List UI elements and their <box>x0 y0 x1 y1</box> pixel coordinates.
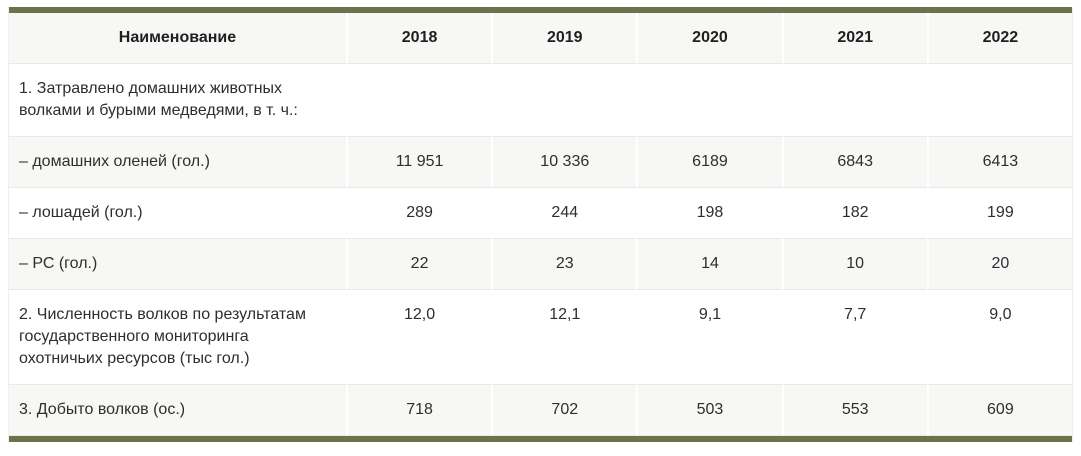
top-accent-bar <box>9 7 1072 13</box>
row-label-cell: – лошадей (гол.) <box>9 188 346 239</box>
row-label-cell: 1. Затравлено домашних животных волками … <box>9 64 346 137</box>
row-label-cell: – РС (гол.) <box>9 239 346 290</box>
year-column-header-2019: 2019 <box>491 13 637 64</box>
value-cell: 12,0 <box>345 290 492 385</box>
table-row: 2. Численность волков по результатам гос… <box>9 290 1072 385</box>
value-cell: 7,7 <box>781 290 927 385</box>
bottom-accent-bar <box>9 436 1072 442</box>
year-column-header-2021: 2021 <box>781 13 927 64</box>
value-cell: 20 <box>926 239 1072 290</box>
value-cell: 6189 <box>636 137 782 188</box>
table-row: – домашних оленей (гол.) 11 951 10 336 6… <box>9 137 1072 188</box>
row-label-cell: 3. Добыто волков (ос.) <box>9 385 346 436</box>
year-column-header-2022: 2022 <box>926 13 1072 64</box>
name-column-header: Наименование <box>9 13 346 64</box>
value-cell <box>926 64 1072 137</box>
row-label-cell: 2. Численность волков по результатам гос… <box>9 290 346 385</box>
value-cell: 11 951 <box>345 137 492 188</box>
value-cell: 9,1 <box>636 290 782 385</box>
value-cell: 198 <box>636 188 782 239</box>
value-cell: 10 <box>781 239 927 290</box>
table-row: 3. Добыто волков (ос.) 718 702 503 553 6… <box>9 385 1072 436</box>
table-body: 1. Затравлено домашних животных волками … <box>9 64 1072 436</box>
value-cell: 553 <box>781 385 927 436</box>
table-row: – РС (гол.) 22 23 14 10 20 <box>9 239 1072 290</box>
value-cell <box>781 64 927 137</box>
value-cell <box>491 64 637 137</box>
table-row: – лошадей (гол.) 289 244 198 182 199 <box>9 188 1072 239</box>
value-cell: 12,1 <box>491 290 637 385</box>
row-label-cell: – домашних оленей (гол.) <box>9 137 346 188</box>
header-row: Наименование 2018 2019 2020 2021 2022 <box>9 13 1072 64</box>
value-cell: 6413 <box>926 137 1072 188</box>
value-cell: 182 <box>781 188 927 239</box>
value-cell: 718 <box>345 385 492 436</box>
value-cell: 199 <box>926 188 1072 239</box>
table-row: 1. Затравлено домашних животных волками … <box>9 64 1072 137</box>
value-cell: 503 <box>636 385 782 436</box>
wolf-statistics-table: Наименование 2018 2019 2020 2021 2022 1.… <box>9 13 1072 436</box>
value-cell: 244 <box>491 188 637 239</box>
value-cell: 14 <box>636 239 782 290</box>
value-cell: 9,0 <box>926 290 1072 385</box>
year-column-header-2020: 2020 <box>636 13 782 64</box>
value-cell: 6843 <box>781 137 927 188</box>
value-cell: 609 <box>926 385 1072 436</box>
value-cell: 702 <box>491 385 637 436</box>
statistics-table-container: Наименование 2018 2019 2020 2021 2022 1.… <box>8 7 1073 442</box>
value-cell: 23 <box>491 239 637 290</box>
value-cell: 289 <box>345 188 492 239</box>
value-cell: 22 <box>345 239 492 290</box>
value-cell <box>345 64 492 137</box>
table-header: Наименование 2018 2019 2020 2021 2022 <box>9 13 1072 64</box>
value-cell: 10 336 <box>491 137 637 188</box>
value-cell <box>636 64 782 137</box>
year-column-header-2018: 2018 <box>345 13 492 64</box>
